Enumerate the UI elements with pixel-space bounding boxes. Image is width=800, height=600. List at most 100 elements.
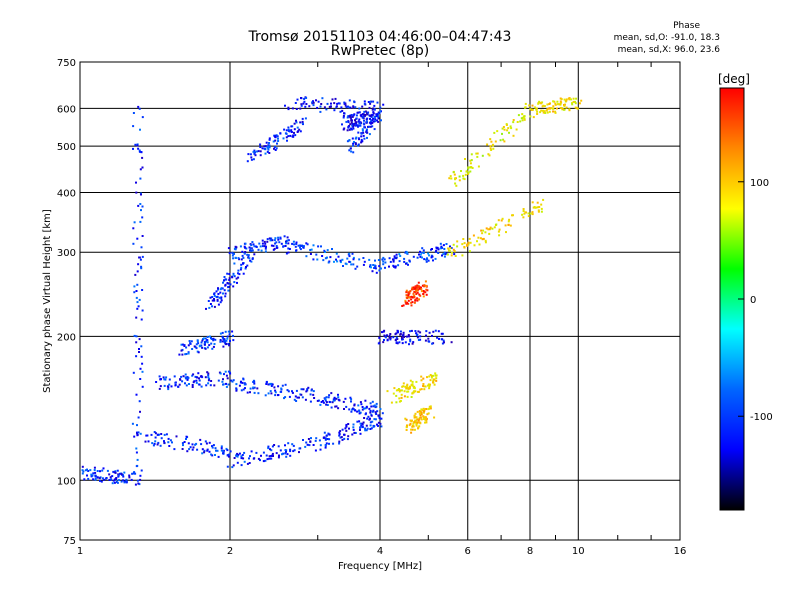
echo-point — [137, 431, 140, 434]
echo-point — [135, 191, 138, 194]
echo-point — [184, 373, 187, 376]
echo-point — [525, 211, 527, 214]
echo-point — [348, 149, 351, 152]
echo-point — [348, 99, 351, 102]
echo-point — [407, 334, 410, 336]
echo-point — [309, 253, 312, 255]
echo-point — [163, 378, 166, 381]
echo-point — [330, 406, 333, 409]
echo-point — [283, 397, 285, 400]
echo-point — [187, 376, 190, 379]
echo-point — [205, 307, 207, 310]
echo-point — [141, 116, 144, 119]
echo-point — [445, 243, 448, 245]
echo-point — [292, 240, 295, 243]
echo-point — [510, 127, 513, 130]
echo-point — [414, 287, 417, 290]
echo-point — [302, 388, 305, 391]
echo-point — [306, 388, 309, 391]
echo-point — [139, 177, 142, 180]
echo-point — [227, 247, 230, 250]
echo-point — [309, 440, 312, 443]
echo-point — [359, 122, 362, 125]
echo-point — [572, 100, 575, 103]
echo-point — [364, 110, 367, 113]
echo-point — [565, 99, 568, 102]
echo-point — [406, 252, 409, 255]
echo-point — [402, 333, 405, 336]
echo-point — [436, 336, 439, 339]
echo-point — [195, 347, 198, 350]
echo-point — [441, 338, 444, 341]
echo-point — [469, 159, 472, 162]
echo-point — [422, 293, 425, 295]
echo-point — [195, 381, 198, 384]
echo-point — [335, 252, 338, 255]
echo-point — [366, 113, 369, 116]
echo-point — [540, 203, 543, 206]
echo-point — [228, 453, 231, 456]
echo-point — [272, 140, 275, 143]
echo-point — [132, 242, 135, 245]
echo-point — [132, 125, 135, 128]
echo-point — [358, 412, 361, 415]
echo-point — [312, 258, 315, 261]
echo-point — [405, 289, 408, 292]
echo-point — [138, 483, 141, 486]
echo-point — [433, 383, 436, 386]
echo-point — [403, 390, 406, 393]
echo-point — [305, 242, 308, 245]
echo-point — [362, 131, 365, 134]
echo-point — [284, 452, 287, 455]
echo-point — [375, 271, 378, 274]
echo-point — [295, 119, 297, 122]
echo-point — [238, 273, 241, 276]
echo-point — [331, 401, 334, 404]
echo-point — [270, 392, 273, 395]
echo-point — [372, 264, 375, 266]
echo-point — [433, 416, 436, 419]
echo-point — [301, 122, 304, 125]
echo-point — [194, 443, 197, 446]
echo-point — [237, 269, 240, 272]
echo-point — [475, 152, 478, 155]
echo-point — [395, 389, 398, 392]
echo-point — [299, 248, 302, 251]
echo-point — [319, 105, 322, 108]
echo-point — [268, 146, 271, 149]
echo-point — [576, 106, 578, 109]
echo-point — [284, 245, 287, 247]
echo-point — [381, 412, 384, 415]
echo-point — [188, 340, 191, 342]
echo-point — [266, 238, 269, 241]
echo-point — [316, 399, 319, 402]
echo-point — [574, 100, 576, 103]
echo-point — [252, 150, 255, 153]
echo-point — [212, 337, 215, 340]
echo-point — [404, 301, 407, 304]
echo-point — [262, 451, 265, 454]
echo-point — [130, 478, 133, 481]
echo-point — [138, 298, 141, 301]
echo-point — [530, 109, 533, 111]
echo-point — [246, 160, 249, 163]
echo-point — [184, 382, 186, 385]
echo-point — [268, 142, 270, 144]
echo-point — [271, 239, 274, 242]
echo-point — [428, 375, 431, 378]
echo-point — [287, 106, 290, 109]
echo-point — [342, 265, 344, 267]
echo-point — [529, 115, 532, 118]
echo-point — [120, 473, 123, 476]
echo-point — [537, 102, 540, 105]
echo-point — [326, 404, 329, 406]
echo-point — [448, 177, 451, 180]
echo-point — [341, 258, 344, 261]
echo-point — [397, 389, 400, 391]
echo-point — [207, 376, 210, 379]
echo-point — [140, 345, 143, 348]
echo-point — [412, 296, 414, 299]
echo-point — [325, 403, 328, 406]
echo-point — [275, 245, 278, 247]
echo-point — [342, 114, 345, 117]
